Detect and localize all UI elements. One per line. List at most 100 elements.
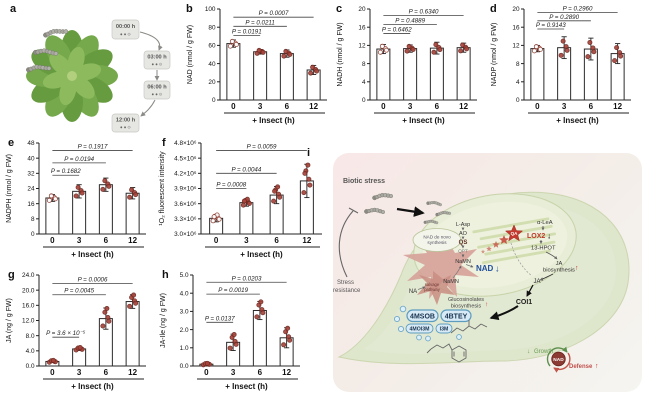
panel-letter-b: b: [186, 3, 193, 15]
caterpillar-clock-icons: ● ● ⊙: [152, 92, 163, 97]
timepoint-box-2: 06:00 h ● ● ⊙: [143, 80, 171, 100]
svg-text:P = 0.0045: P = 0.0045: [64, 288, 94, 295]
defense-up-arrow-icon: ↑: [595, 363, 599, 370]
svg-text:NADPH (nmol / g FW): NADPH (nmol / g FW): [6, 154, 13, 223]
svg-text:P = 0.0203: P = 0.0203: [232, 275, 262, 282]
svg-text:3: 3: [244, 236, 249, 245]
svg-text:2.0: 2.0: [180, 327, 189, 334]
svg-text:P = 0.0137: P = 0.0137: [205, 315, 235, 322]
glucosinolates-up-arrow-icon: ↑: [485, 301, 488, 308]
svg-text:P = 0.4889: P = 0.4889: [395, 17, 425, 24]
svg-text:P = 0.0007: P = 0.0007: [259, 10, 289, 17]
panel-letter-d: d: [490, 3, 497, 15]
svg-text:0: 0: [31, 231, 35, 238]
qs-label: QS: [459, 240, 468, 246]
svg-text:3: 3: [77, 236, 82, 245]
svg-text:12: 12: [613, 102, 622, 111]
svg-text:3: 3: [258, 102, 263, 111]
svg-text:0: 0: [381, 102, 386, 111]
svg-text:0: 0: [231, 102, 236, 111]
ao-label: AO: [459, 231, 468, 237]
panel-a-diagram: 00:00 h ● ● ⊙ 03:00 h ● ● ⊙ 06:00 h ● ● …: [25, 19, 171, 133]
pill-i3m-label: I3M: [440, 327, 449, 333]
svg-text:0.0: 0.0: [26, 363, 35, 370]
svg-text:P = 0.1682: P = 0.1682: [51, 168, 81, 175]
nad-label: NAD: [476, 264, 494, 273]
chart-nad: 0 20 40 60 80 100 NAD (nmol / g FW) 0 3 6 12 P = 0.…: [187, 6, 327, 125]
ja-bio-label-2: biosynthesis: [543, 268, 575, 274]
svg-text:8: 8: [31, 216, 35, 223]
ja-bio-label-1: JA: [556, 261, 563, 267]
panel-letter-c: c: [336, 3, 343, 15]
svg-text:P = 3.6 × 10⁻⁵: P = 3.6 × 10⁻⁵: [46, 330, 86, 337]
nad-de-novo-bubble: [412, 228, 462, 252]
coi1-label: COI1: [516, 299, 532, 306]
svg-text:P = 0.0059: P = 0.0059: [247, 144, 277, 151]
growth-label: Growth: [534, 349, 553, 355]
inhibition-bar-icon: [348, 207, 359, 214]
lox2-down-arrow-icon: ↓: [547, 232, 551, 241]
l-asp-label: L-Asp: [456, 222, 470, 228]
svg-text:4.5×10⁶: 4.5×10⁶: [174, 155, 197, 162]
panel-letter-i: i: [307, 147, 311, 159]
svg-text:12.0: 12.0: [22, 318, 35, 325]
svg-text:12: 12: [358, 43, 366, 50]
svg-text:6: 6: [435, 102, 440, 111]
svg-text:12: 12: [459, 102, 468, 111]
growth-cycle-arrow-icon: [546, 346, 568, 367]
caterpillar-icon: [371, 192, 394, 201]
pathway-arrow-icon: [417, 286, 426, 290]
svg-text:P = 0.6462: P = 0.6462: [382, 27, 412, 34]
svg-text:6: 6: [285, 102, 290, 111]
svg-text:0: 0: [50, 236, 55, 245]
svg-text:3.3×10⁶: 3.3×10⁶: [174, 216, 197, 223]
svg-text:P = 0.0006: P = 0.0006: [78, 276, 108, 283]
stress-resistance-label-2: resistance: [333, 288, 361, 294]
svg-text:NAD (nmol / g FW): NAD (nmol / g FW): [187, 25, 194, 84]
chart-singlet-o2: 3.0×10⁶ 3.3×10⁶ 3.6×10⁶ 3.9×10⁶ 4.2×10⁶ 4.5×1…: [159, 140, 322, 259]
svg-text:40: 40: [208, 61, 216, 68]
svg-text:+ Insect (h): + Insect (h): [71, 382, 114, 391]
svg-text:6: 6: [274, 236, 279, 245]
chart-nadp: 0 4 8 12 16 20 NADP (nmol / g FW) 0 3 6 12 P = 0.91…: [491, 6, 631, 125]
nad-de-novo-label-2: synthesis: [427, 240, 447, 245]
chart-nadph: 0 8 16 24 32 40 48 NADPH (nmol / g FW) 0 3 6 12 P = …: [6, 140, 146, 259]
svg-text:JA-Ile (ng / g FW): JA-Ile (ng / g FW): [160, 293, 167, 348]
svg-text:1.0: 1.0: [180, 345, 189, 352]
svg-text:JA (ng / g FW): JA (ng / g FW): [6, 298, 13, 343]
svg-text:8: 8: [362, 61, 366, 68]
hpot-label: 13-HPOT: [531, 246, 556, 252]
chart-ja: 0.0 4.0 8.0 12.0 16.0 20.0 24.0 JA (ng / g FW) 0…: [6, 272, 146, 391]
svg-text:0: 0: [204, 368, 209, 377]
svg-text:20: 20: [358, 6, 366, 13]
svg-text:NADP (nmol / g FW): NADP (nmol / g FW): [491, 23, 498, 87]
panel-letter-a: a: [10, 3, 17, 15]
svg-text:6: 6: [589, 102, 594, 111]
pathway-arrow-icon: [452, 265, 462, 279]
svg-text:20.0: 20.0: [22, 287, 35, 294]
pill-4moi3m-label: 4MOI3M: [410, 327, 430, 333]
ja-label: JA: [533, 279, 540, 285]
svg-text:P = 0.0194: P = 0.0194: [64, 156, 94, 163]
svg-text:P = 0.9143: P = 0.9143: [536, 22, 566, 29]
svg-text:12: 12: [512, 43, 520, 50]
ja-coi1-arrow-icon: [526, 284, 534, 297]
svg-text:NADH (nmol / g FW): NADH (nmol / g FW): [337, 22, 344, 86]
svg-text:0: 0: [50, 368, 55, 377]
svg-text:12: 12: [282, 368, 291, 377]
svg-text:0.0: 0.0: [180, 363, 189, 370]
svg-text:P = 0.2890: P = 0.2890: [549, 14, 579, 21]
svg-text:12: 12: [302, 236, 311, 245]
svg-text:4: 4: [362, 79, 366, 86]
svg-text:0: 0: [214, 236, 219, 245]
qa-lox2-dashed-line: [510, 242, 533, 277]
svg-text:+ Insect (h): + Insect (h): [71, 250, 114, 259]
svg-text:32: 32: [27, 171, 35, 178]
nad-circle-label: NAD: [553, 357, 564, 363]
caterpillar-icon: [364, 207, 386, 215]
svg-text:3.6×10⁶: 3.6×10⁶: [174, 201, 197, 208]
svg-text:4.2×10⁶: 4.2×10⁶: [174, 171, 197, 178]
svg-text:P = 0.1917: P = 0.1917: [78, 144, 108, 151]
svg-text:¹O₂ fluorescent intensity: ¹O₂ fluorescent intensity: [159, 151, 166, 226]
